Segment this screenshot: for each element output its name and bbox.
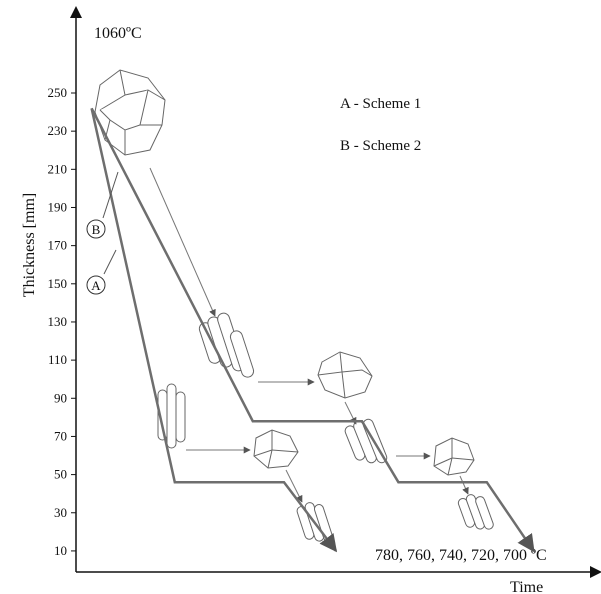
y-tick-label: 50 xyxy=(54,467,67,482)
marker-b: B xyxy=(86,171,119,239)
series-b-line xyxy=(90,107,535,553)
grain-sketch-elongated-b1 xyxy=(198,312,255,378)
y-tick-label: 250 xyxy=(48,85,68,100)
grain-sketch-initial xyxy=(94,69,166,156)
svg-text:A: A xyxy=(91,278,101,293)
grain-sketch-elongated-b2 xyxy=(344,418,388,464)
y-tick-label: 30 xyxy=(54,505,67,520)
y-tick-label: 190 xyxy=(48,199,68,214)
end-temperature-label: 780, 760, 740, 720, 700 ºC xyxy=(375,547,547,564)
y-tick-label: 70 xyxy=(54,428,67,443)
y-tick-label: 230 xyxy=(48,123,68,138)
y-axis-label: Thickness [mm] xyxy=(21,193,38,297)
x-axis-label: Time xyxy=(510,579,543,594)
y-tick-label: 210 xyxy=(48,161,68,176)
grain-sketch-recrystallized-b1 xyxy=(317,351,373,399)
marker-a: A xyxy=(86,249,117,295)
series-a-line xyxy=(90,108,338,553)
svg-text:B: B xyxy=(92,222,101,237)
grain-sketch-final-b xyxy=(457,494,494,530)
grain-sketch-recrystallized-b2 xyxy=(433,437,475,476)
y-tick-label: 90 xyxy=(54,390,67,405)
y-axis-ticks: 10 30 50 70 90 110 130 150 170 190 210 230 250 xyxy=(48,85,76,558)
legend-entry-a: A - Scheme 1 xyxy=(340,96,421,112)
y-tick-label: 130 xyxy=(48,314,68,329)
start-temperature-label: 1060ºC xyxy=(94,25,142,42)
y-tick-label: 170 xyxy=(48,238,68,253)
grain-sketch-recrystallized-a1 xyxy=(253,429,299,469)
microstructure-arrows xyxy=(149,167,469,503)
grain-sketch-elongated-a1 xyxy=(157,383,186,449)
y-tick-label: 110 xyxy=(48,352,67,367)
y-tick-label: 150 xyxy=(48,276,68,291)
legend-entry-b: B - Scheme 2 xyxy=(340,138,421,154)
y-tick-label: 10 xyxy=(54,543,67,558)
